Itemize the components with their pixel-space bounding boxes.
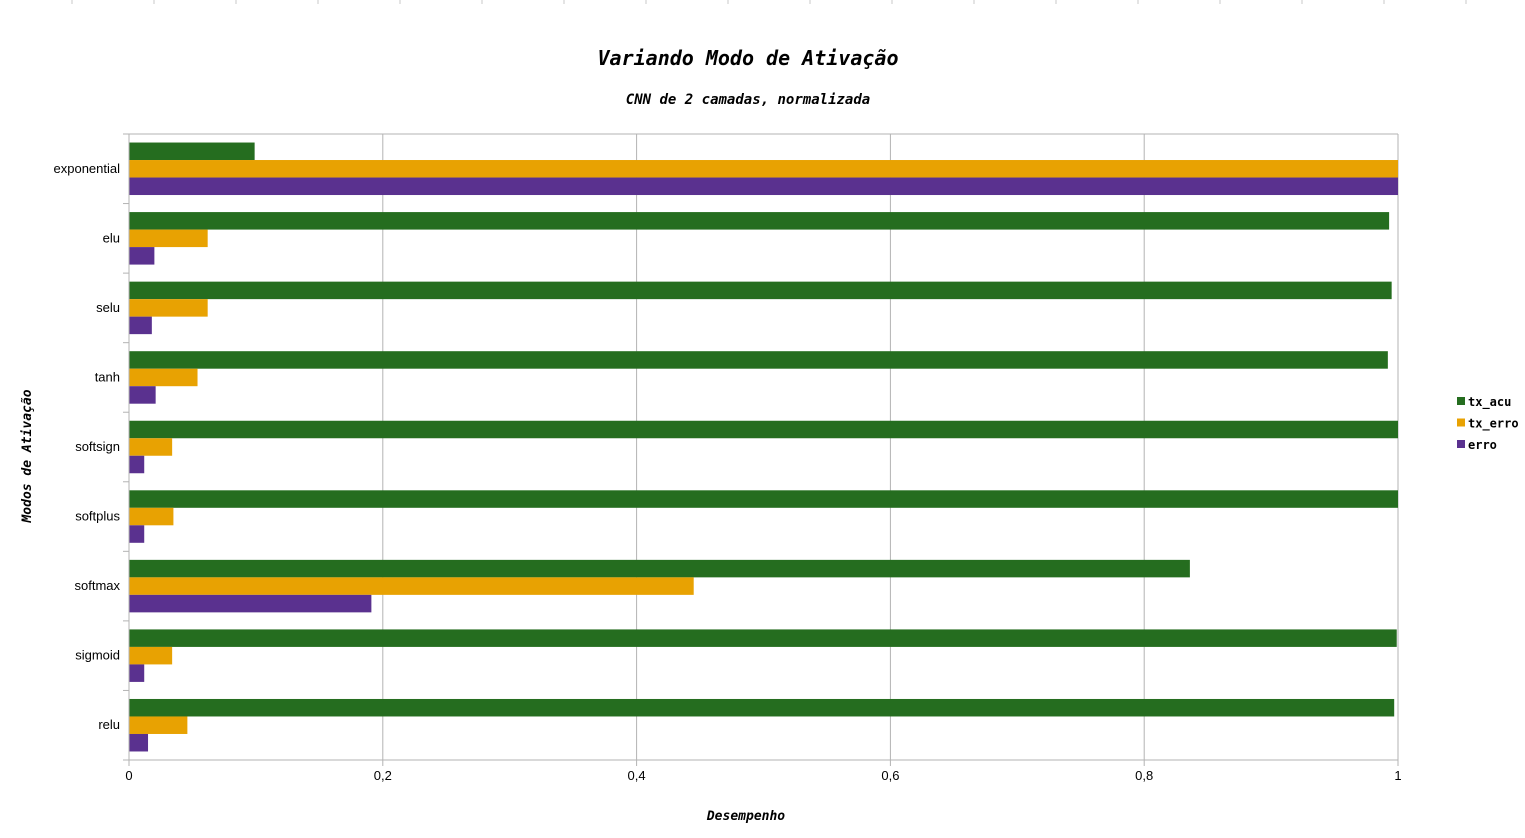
legend-swatch-tx_erro [1457, 418, 1465, 427]
bar-erro-softsign [129, 455, 145, 474]
legend-label-tx_acu: tx_acu [1468, 395, 1511, 410]
y-tick-label: tanh [95, 369, 120, 384]
axes [123, 133, 1398, 761]
bar-erro-selu [129, 316, 152, 335]
bar-tx_erro-softsign [129, 438, 173, 456]
bar-erro-relu [129, 733, 149, 752]
bar-tx_erro-softplus [129, 507, 174, 526]
y-tick-label: elu [103, 230, 120, 245]
x-tick-label: 0,8 [1135, 768, 1153, 783]
y-tick-label: sigmoid [75, 648, 120, 663]
bar-erro-exponential [129, 177, 1398, 196]
y-tick-label: softplus [75, 509, 120, 524]
bar-erro-tanh [129, 386, 156, 404]
bar-tx_erro-relu [129, 716, 188, 734]
bar-erro-sigmoid [129, 664, 145, 682]
bar-tx_acu-selu [129, 281, 1392, 300]
x-tick-label: 0,6 [881, 768, 899, 783]
legend-label-tx_erro: tx_erro [1468, 417, 1519, 432]
chart-title: Variando Modo de Ativação [597, 46, 898, 70]
legend-label-erro: erro [1468, 438, 1497, 452]
y-tick-label: softsign [75, 439, 120, 454]
top-edge-ticks [71, 0, 1467, 4]
x-tick-label: 0 [125, 768, 132, 783]
bar-tx_acu-relu [129, 698, 1395, 717]
bars [129, 142, 1398, 752]
bar-tx_acu-exponential [129, 142, 255, 161]
bar-tx_acu-sigmoid [129, 629, 1397, 647]
x-axis-title: Desempenho [706, 809, 785, 824]
bar-tx_erro-tanh [129, 368, 198, 387]
bar-tx_erro-softmax [129, 577, 694, 595]
x-tick-label: 0,4 [628, 768, 646, 783]
y-tick-label: selu [96, 300, 120, 315]
bar-tx_erro-selu [129, 299, 208, 317]
y-tick-label: relu [98, 717, 120, 732]
x-tick-label: 1 [1394, 768, 1401, 783]
bar-tx_acu-elu [129, 212, 1390, 230]
bar-tx_acu-softmax [129, 559, 1190, 578]
y-tick-label: softmax [74, 578, 120, 593]
bar-tx_acu-softsign [129, 420, 1398, 439]
bar-erro-softmax [129, 594, 372, 613]
bar-tx_erro-elu [129, 229, 208, 248]
y-tick-labels: exponential elu selu tanh softsign softplus so… [54, 161, 121, 732]
bar-erro-elu [129, 247, 155, 265]
y-tick-label: exponential [54, 161, 121, 176]
bar-tx_acu-tanh [129, 351, 1388, 369]
chart-subtitle: CNN de 2 camadas, normalizada [626, 92, 870, 108]
bar-tx_erro-sigmoid [129, 646, 173, 665]
bar-tx_acu-softplus [129, 490, 1398, 508]
legend-swatch-tx_acu [1457, 397, 1465, 405]
bar-erro-softplus [129, 525, 145, 543]
legend-swatch-erro [1457, 440, 1465, 448]
x-tick-labels: 0 0,2 0,4 0,6 0,8 1 [125, 768, 1401, 783]
bar-tx_erro-exponential [129, 160, 1398, 178]
x-tick-label: 0,2 [374, 768, 392, 783]
y-axis-title: Modos de Ativação [20, 389, 35, 523]
